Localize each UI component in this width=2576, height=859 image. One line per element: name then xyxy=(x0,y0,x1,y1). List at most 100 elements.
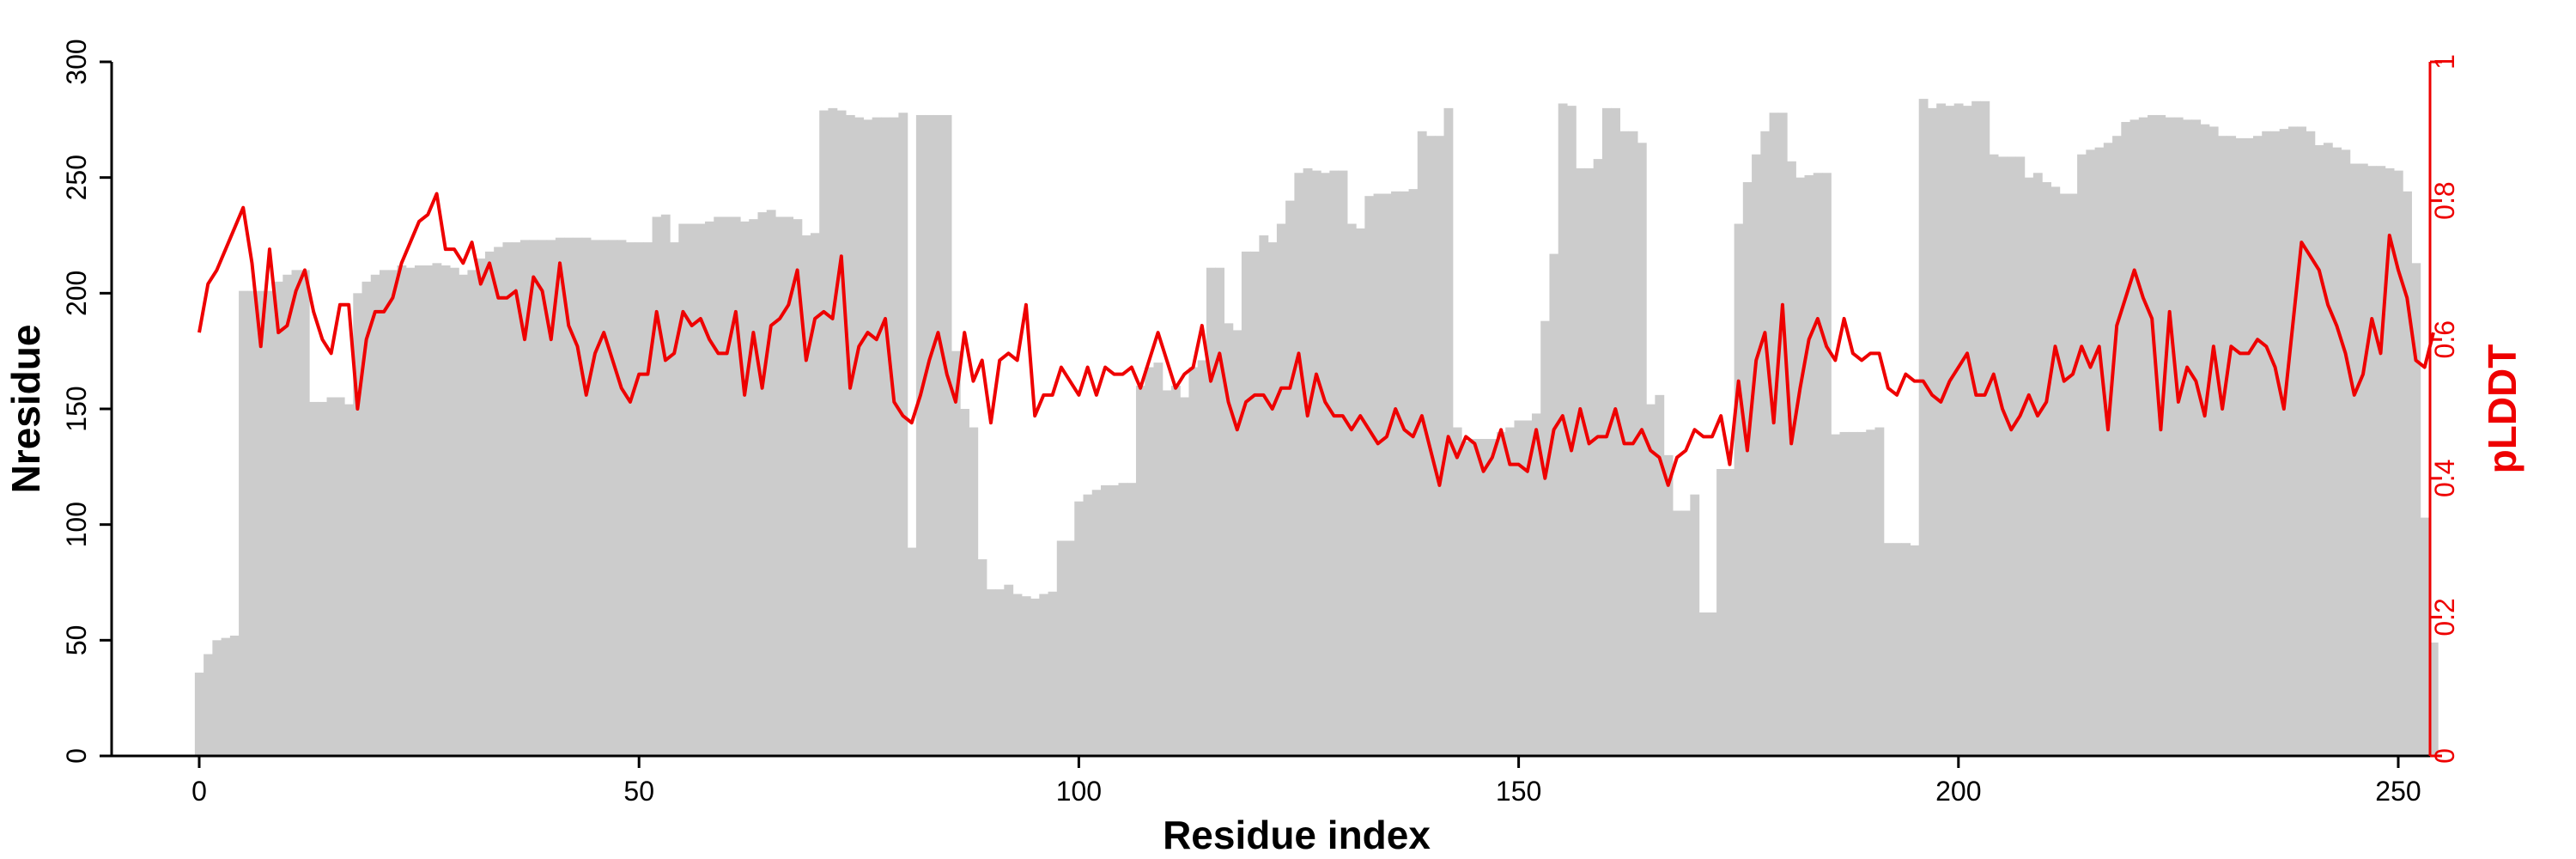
y2-tick-label: 0.8 xyxy=(2429,181,2460,219)
bar xyxy=(731,216,741,756)
y-tick-label: 200 xyxy=(61,271,92,316)
bar xyxy=(2287,126,2298,756)
bar xyxy=(353,293,363,757)
bar xyxy=(845,114,855,756)
bar xyxy=(2403,191,2412,756)
bar xyxy=(2059,193,2069,756)
bar xyxy=(2367,166,2377,756)
bar xyxy=(1698,612,1709,756)
bar xyxy=(590,240,600,756)
y-tick-label: 150 xyxy=(61,386,92,431)
bar xyxy=(476,258,486,756)
bar xyxy=(449,267,459,757)
bar xyxy=(344,404,354,756)
bar xyxy=(1663,454,1674,756)
bar xyxy=(1241,251,1251,757)
bar xyxy=(1294,173,1304,756)
bar xyxy=(1558,103,1568,757)
bar xyxy=(1848,431,1858,756)
bar xyxy=(1101,484,1110,756)
bar xyxy=(740,221,750,757)
bar xyxy=(1980,101,1990,757)
bar xyxy=(1831,434,1841,756)
bar xyxy=(1962,106,1972,757)
bar xyxy=(2200,124,2210,757)
bar xyxy=(2428,643,2439,756)
bar xyxy=(784,216,794,756)
bar xyxy=(1329,170,1340,757)
bar xyxy=(652,216,662,756)
bar xyxy=(247,290,258,756)
bar xyxy=(1716,469,1726,756)
bar xyxy=(1611,107,1620,757)
bars-layer xyxy=(194,99,2439,757)
bar xyxy=(1707,612,1717,756)
bar xyxy=(519,240,530,756)
bar xyxy=(440,265,451,756)
bar xyxy=(599,240,609,756)
bar xyxy=(608,240,618,756)
bar xyxy=(1496,431,1506,756)
bar xyxy=(1250,251,1260,757)
bar xyxy=(2279,129,2289,757)
x-tick-label: 250 xyxy=(2375,776,2421,807)
bar xyxy=(1224,323,1234,756)
bar xyxy=(1232,330,1242,756)
bar xyxy=(300,270,310,756)
bar xyxy=(1672,510,1682,756)
bar xyxy=(793,219,803,756)
bar xyxy=(1822,173,1832,756)
bar xyxy=(1400,191,1410,756)
bar xyxy=(1083,494,1093,756)
bar xyxy=(2297,126,2307,756)
bar xyxy=(1162,390,1172,756)
bar xyxy=(977,559,987,756)
bar xyxy=(1048,591,1058,756)
bar xyxy=(555,237,565,756)
bar xyxy=(933,114,944,756)
bar xyxy=(1487,439,1498,756)
bar xyxy=(1505,427,1516,756)
y2-tick-label: 0.6 xyxy=(2429,320,2460,358)
bar xyxy=(1311,170,1321,757)
bar xyxy=(1752,154,1761,757)
bar xyxy=(819,110,829,756)
bar xyxy=(1787,161,1796,756)
bar xyxy=(1118,483,1128,756)
bar xyxy=(1321,173,1330,756)
bar xyxy=(1356,228,1365,756)
bar xyxy=(2024,177,2034,757)
bar xyxy=(2227,136,2237,756)
bar xyxy=(1039,594,1049,756)
bar xyxy=(1135,386,1145,756)
y-axis-title: Nresidue xyxy=(3,325,48,494)
bar xyxy=(1417,131,1427,757)
bar xyxy=(915,114,926,756)
bar xyxy=(1066,540,1075,756)
bar xyxy=(1452,427,1462,756)
bar xyxy=(1795,177,1806,757)
bar xyxy=(484,251,495,757)
bar xyxy=(380,270,389,756)
bar xyxy=(2165,117,2175,756)
bar xyxy=(2183,119,2192,756)
bar xyxy=(529,240,538,756)
y2-axis-title: pLDDT xyxy=(2480,344,2524,474)
bar xyxy=(494,247,504,757)
y-tick-label: 0 xyxy=(61,748,92,764)
bar xyxy=(432,263,442,756)
bar xyxy=(1883,543,1893,756)
bar xyxy=(538,240,548,756)
bar xyxy=(2306,131,2316,757)
bar xyxy=(2349,163,2360,756)
bar xyxy=(2218,136,2227,756)
bar xyxy=(1021,596,1031,756)
bar xyxy=(573,237,583,756)
bar xyxy=(2376,166,2386,756)
bar xyxy=(229,635,240,756)
bar xyxy=(564,237,574,756)
bar xyxy=(670,242,679,757)
bar xyxy=(1997,156,2008,756)
plddt-line xyxy=(197,192,2435,487)
